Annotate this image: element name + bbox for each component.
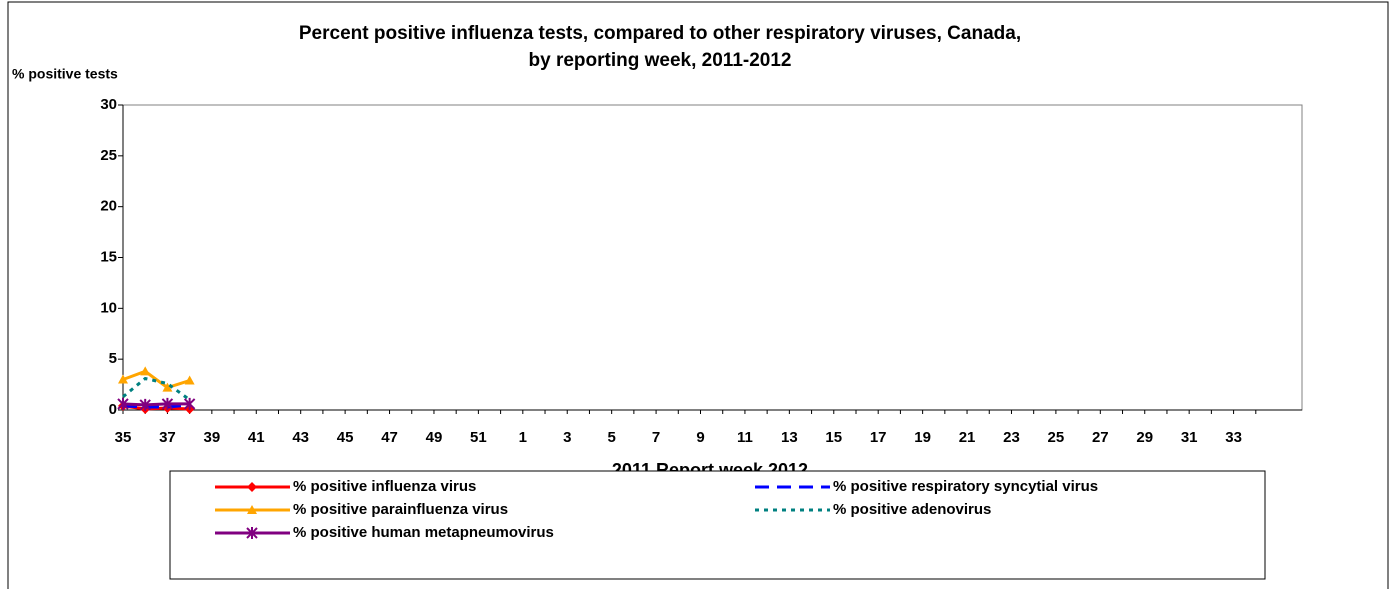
x-tick-label: 9 xyxy=(696,429,704,446)
x-tick-label: 41 xyxy=(248,429,265,446)
marker xyxy=(140,366,151,376)
x-tick-label: 19 xyxy=(914,429,931,446)
legend-label: % positive adenovirus xyxy=(833,501,991,518)
x-tick-label: 43 xyxy=(292,429,309,446)
x-tick-label: 37 xyxy=(159,429,176,446)
series-line xyxy=(122,376,191,402)
y-tick-label: 30 xyxy=(100,96,117,113)
y-tick-label: 15 xyxy=(100,248,117,265)
y-tick-label: 5 xyxy=(109,350,117,367)
x-tick-label: 27 xyxy=(1092,429,1109,446)
x-tick-label: 39 xyxy=(204,429,221,446)
legend xyxy=(169,470,1266,580)
x-tick-label: 47 xyxy=(381,429,398,446)
y-tick-label: 0 xyxy=(109,401,117,418)
legend-label: % positive human metapneumovirus xyxy=(293,524,554,541)
x-tick-label: 11 xyxy=(737,429,753,446)
y-tick-label: 25 xyxy=(100,147,117,164)
marker xyxy=(247,505,257,514)
series-line xyxy=(122,402,190,407)
marker xyxy=(117,397,129,410)
x-tick-label: 35 xyxy=(115,429,132,446)
x-tick-label: 13 xyxy=(781,429,798,446)
marker xyxy=(161,397,174,410)
y-tick-label: 20 xyxy=(100,198,117,215)
marker xyxy=(246,527,258,539)
marker xyxy=(162,382,173,392)
marker xyxy=(247,482,257,492)
x-tick-label: 31 xyxy=(1181,429,1198,446)
legend-label: % positive parainfluenza virus xyxy=(293,501,508,518)
marker xyxy=(139,398,151,411)
legend-label: % positive influenza virus xyxy=(293,478,476,495)
x-tick-label: 1 xyxy=(519,429,527,446)
x-tick-label: 25 xyxy=(1048,429,1065,446)
x-tick-label: 5 xyxy=(607,429,615,446)
x-tick-label: 23 xyxy=(1003,429,1020,446)
x-tick-label: 49 xyxy=(426,429,443,446)
x-tick-label: 45 xyxy=(337,429,354,446)
marker xyxy=(118,374,128,384)
chart-title: Percent positive influenza tests, compar… xyxy=(299,23,1021,44)
x-tick-label: 21 xyxy=(959,429,976,446)
x-tick-label: 7 xyxy=(652,429,660,446)
y-axis-label: % positive tests xyxy=(12,66,118,82)
x-tick-label: 17 xyxy=(870,429,887,446)
x-tick-label: 15 xyxy=(825,429,842,446)
x-tick-label: 29 xyxy=(1136,429,1153,446)
x-tick-label: 3 xyxy=(563,429,571,446)
x-tick-label: 51 xyxy=(470,429,487,446)
chart-title: by reporting week, 2011-2012 xyxy=(529,50,792,71)
series-line xyxy=(122,403,190,409)
marker xyxy=(184,375,195,385)
legend-label: % positive respiratory syncytial virus xyxy=(833,478,1098,495)
x-tick-label: 33 xyxy=(1225,429,1242,446)
marker xyxy=(183,397,196,410)
y-tick-label: 10 xyxy=(100,299,117,316)
